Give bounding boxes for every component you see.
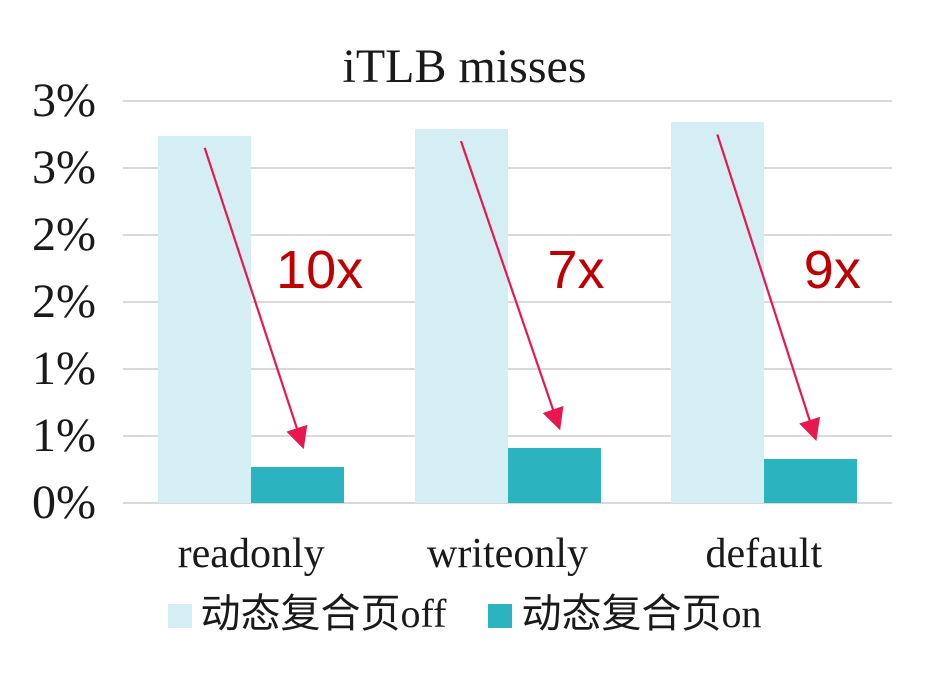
- y-axis-tick-label: 1%: [32, 409, 96, 462]
- legend-label: 动态复合页on: [521, 591, 762, 636]
- y-axis-tick-label: 0%: [32, 476, 96, 529]
- category-label: default: [705, 531, 823, 577]
- legend-swatch: [488, 604, 513, 628]
- legend-label: 动态复合页off: [200, 591, 447, 636]
- reduction-label: 10x: [276, 240, 364, 300]
- reduction-label: 9x: [803, 240, 861, 300]
- bar-off: [670, 122, 764, 503]
- bar-on: [763, 458, 857, 503]
- bar-on: [251, 466, 345, 503]
- bar-off: [414, 129, 508, 503]
- gridline: [123, 502, 892, 504]
- reduction-label: 7x: [547, 240, 605, 300]
- gridline: [123, 100, 892, 102]
- category-label: writeonly: [427, 531, 588, 577]
- gridline: [123, 435, 892, 437]
- y-axis-tick-label: 2%: [32, 208, 96, 261]
- legend-swatch: [167, 604, 192, 628]
- y-axis-tick-label: 2%: [32, 275, 96, 328]
- chart-title: iTLB misses: [342, 40, 587, 93]
- legend-item: 动态复合页on: [488, 592, 761, 636]
- category-label: readonly: [177, 531, 325, 577]
- bar-off: [158, 135, 252, 503]
- y-axis-tick-label: 3%: [32, 74, 96, 127]
- y-axis-tick-label: 3%: [32, 141, 96, 194]
- bar-on: [507, 448, 601, 503]
- y-axis-tick-label: 1%: [32, 342, 96, 395]
- legend: 动态复合页off 动态复合页on: [0, 592, 929, 636]
- legend-item: 动态复合页off: [167, 591, 447, 636]
